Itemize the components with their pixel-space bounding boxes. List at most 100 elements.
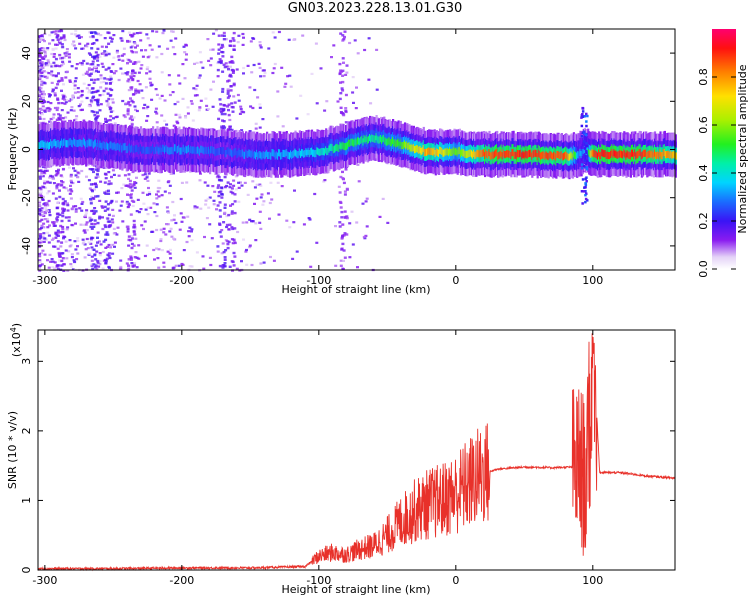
spectrogram-noise-cell [108, 105, 112, 108]
spectrogram-noise-cell [41, 66, 45, 70]
spectrogram-noise-cell [113, 245, 116, 248]
spectrogram-streak-cell [127, 267, 131, 270]
spectrogram-noise-cell [348, 41, 352, 45]
spectrogram-noise-cell [192, 87, 196, 90]
spectrogram-noise-cell [211, 48, 215, 51]
spectrogram-noise-cell [80, 36, 83, 39]
spectrogram-noise-cell [242, 36, 245, 39]
spectrogram-noise-cell [145, 174, 149, 178]
spectrogram-ridge-cell [585, 159, 589, 163]
spectrogram-streak-cell [218, 98, 222, 101]
spectrogram-noise-cell [146, 213, 150, 216]
spectrogram-noise-cell [52, 61, 56, 64]
spectrogram-noise-cell [76, 239, 80, 242]
spectrogram-noise-cell [120, 200, 124, 203]
spectrogram-streak-cell [222, 107, 226, 111]
spectrogram-noise-cell [365, 225, 369, 228]
spectrogram-noise-cell [239, 108, 243, 111]
spectrogram-streak-cell [56, 97, 60, 100]
spectrogram-noise-cell [337, 185, 341, 188]
spectrogram-noise-cell [69, 179, 73, 182]
spectrogram-noise-cell [41, 38, 45, 41]
spectrogram-noise-cell [129, 46, 133, 49]
spectrogram-noise-cell [49, 63, 53, 66]
spectrogram-noise-cell [239, 181, 242, 184]
spectrogram-streak-cell [228, 265, 232, 268]
spectrogram-noise-cell [225, 225, 229, 229]
spectrogram-noise-cell [186, 106, 190, 109]
spectrogram-noise-cell [117, 55, 121, 58]
spectrogram-noise-cell [58, 264, 62, 267]
spectrogram-ridge-cell [580, 190, 584, 193]
spectrogram-noise-cell [65, 53, 68, 56]
spectrogram-noise-cell [176, 122, 180, 125]
spectrogram-noise-cell [177, 264, 181, 267]
spectrogram-streak-cell [91, 196, 95, 200]
spectrogram-noise-cell [80, 47, 84, 50]
snr-multiplier-close: ) [10, 323, 23, 327]
spectrogram-streak-cell [55, 170, 58, 173]
spectrogram-noise-cell [58, 259, 62, 262]
spectrogram-noise-cell [121, 99, 125, 103]
spectrogram-noise-cell [100, 45, 104, 48]
spectrogram-noise-cell [188, 265, 192, 268]
spectrogram-noise-cell [190, 239, 194, 242]
spectrogram-noise-cell [276, 181, 280, 184]
spectrogram-noise-cell [38, 186, 42, 190]
spectrogram-noise-cell [38, 264, 42, 267]
spectrogram-noise-cell [228, 118, 232, 122]
snr-y-tick-label: 3 [20, 358, 33, 365]
spectrogram-noise-cell [140, 49, 143, 52]
spectrogram-noise-cell [184, 115, 187, 118]
spectrogram-noise-cell [127, 177, 130, 180]
spectrogram-noise-cell [145, 72, 149, 75]
spectrogram-noise-cell [134, 251, 138, 254]
spectrogram-noise-cell [55, 220, 59, 223]
spectrogram-streak-cell [344, 109, 348, 113]
spectrogram-noise-cell [154, 107, 158, 110]
spectrogram-streak-cell [61, 202, 65, 205]
spectrogram-streak-cell [233, 200, 237, 203]
spectrogram-noise-cell [211, 105, 215, 108]
spectrogram-streak-cell [227, 79, 231, 82]
spectrogram-noise-cell [44, 54, 47, 58]
spectrogram-noise-cell [176, 100, 180, 103]
spectrogram-noise-cell [325, 100, 329, 103]
spectrogram-noise-cell [109, 246, 113, 249]
spectrogram-noise-cell [38, 35, 41, 38]
spectrogram-streak-cell [223, 126, 227, 129]
spectrogram-noise-cell [68, 166, 71, 169]
spectrogram-noise-cell [90, 238, 93, 242]
spectrogram-streak-cell [217, 117, 221, 121]
spectrogram-ridge-cell [661, 152, 664, 160]
spectrogram-noise-cell [262, 75, 266, 78]
spectrogram-noise-cell [146, 179, 150, 182]
spectrogram-streak-cell [92, 263, 96, 266]
spectrogram-noise-cell [43, 50, 47, 54]
spectrogram-noise-cell [56, 247, 60, 250]
spectrogram-noise-cell [146, 193, 149, 196]
spectrogram-ridge-cell [645, 149, 648, 157]
spectrogram-noise-cell [77, 105, 81, 108]
spectrogram-streak-cell [233, 241, 237, 245]
spectrogram-noise-cell [45, 209, 49, 212]
spectrogram-streak-cell [224, 249, 228, 252]
spectrogram-noise-cell [96, 56, 100, 59]
spectrogram-noise-cell [154, 110, 158, 113]
spectrogram-noise-cell [271, 71, 275, 75]
spectrogram-streak-cell [340, 236, 344, 239]
spectrogram-noise-cell [162, 265, 166, 268]
spectrogram-noise-cell [42, 47, 46, 50]
spectrogram-noise-cell [41, 113, 44, 116]
spectrogram-noise-cell [138, 31, 142, 34]
spectrogram-noise-cell [258, 126, 262, 129]
spectrogram-noise-cell [166, 250, 170, 253]
spectrogram-noise-cell [74, 47, 78, 50]
spectrogram-streak-cell [96, 78, 100, 81]
spectrogram-ridge-cell [585, 154, 589, 158]
spectrogram-streak-cell [129, 75, 133, 78]
spectrogram-noise-cell [50, 70, 54, 73]
spectrogram-streak-cell [128, 104, 132, 107]
spectrogram-noise-cell [306, 113, 310, 116]
spectrogram-streak-cell [93, 31, 97, 34]
